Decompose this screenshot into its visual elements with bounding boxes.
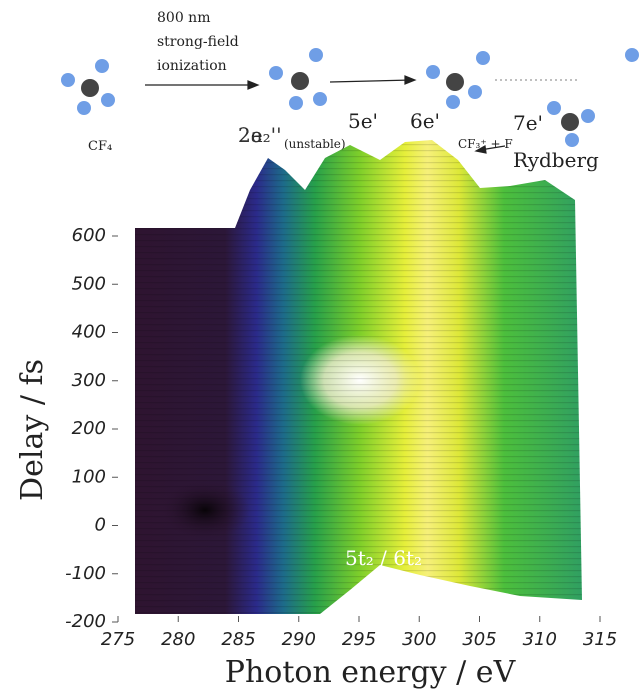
annotation: 800 nm: [157, 10, 210, 26]
annotation: CF₃⁺ + F: [458, 137, 513, 151]
y-tick-label: 300: [72, 370, 106, 391]
x-tick-label: 315: [583, 629, 617, 650]
y-tick-label: 0: [95, 515, 106, 536]
y-axis-label: Delay / fs: [15, 359, 50, 501]
x-axis-label: Photon energy / eV: [225, 655, 517, 690]
x-tick-label: 310: [523, 629, 557, 650]
annotation: 2a₂'': [238, 123, 282, 147]
x-tick-label: 285: [221, 629, 255, 650]
y-tick-label: 500: [72, 273, 106, 294]
molecules: [61, 48, 639, 153]
x-tick-label: 280: [161, 629, 195, 650]
x-tick-label: 290: [282, 629, 316, 650]
surface: [135, 140, 582, 614]
annotation: Rydberg: [513, 148, 599, 172]
y-tick-label: 100: [72, 466, 106, 487]
x-tick-label: 275: [101, 629, 135, 650]
annotation: strong-field: [157, 34, 239, 50]
annotation: 6e': [410, 109, 440, 133]
x-tick-label: 305: [462, 629, 496, 650]
y-tick-label: 600: [72, 225, 106, 246]
annotation: CF₄: [88, 139, 112, 154]
annotation: (unstable): [284, 137, 346, 151]
x-tick-label: 295: [342, 629, 376, 650]
annotation: ionization: [157, 58, 227, 74]
x-tick-label: 300: [402, 629, 436, 650]
annotation: 5t₂ / 6t₂: [345, 546, 422, 570]
y-tick-label: -200: [65, 611, 106, 632]
annotation: 5e': [348, 109, 378, 133]
annotation: 7e': [513, 111, 543, 135]
figure: 275 280 285 290 295 300 305 310 315 -200 -100 0 100 2…: [0, 0, 640, 700]
y-tick-label: 200: [72, 418, 106, 439]
y-tick-label: 400: [72, 322, 106, 343]
y-tick-label: -100: [65, 563, 106, 584]
